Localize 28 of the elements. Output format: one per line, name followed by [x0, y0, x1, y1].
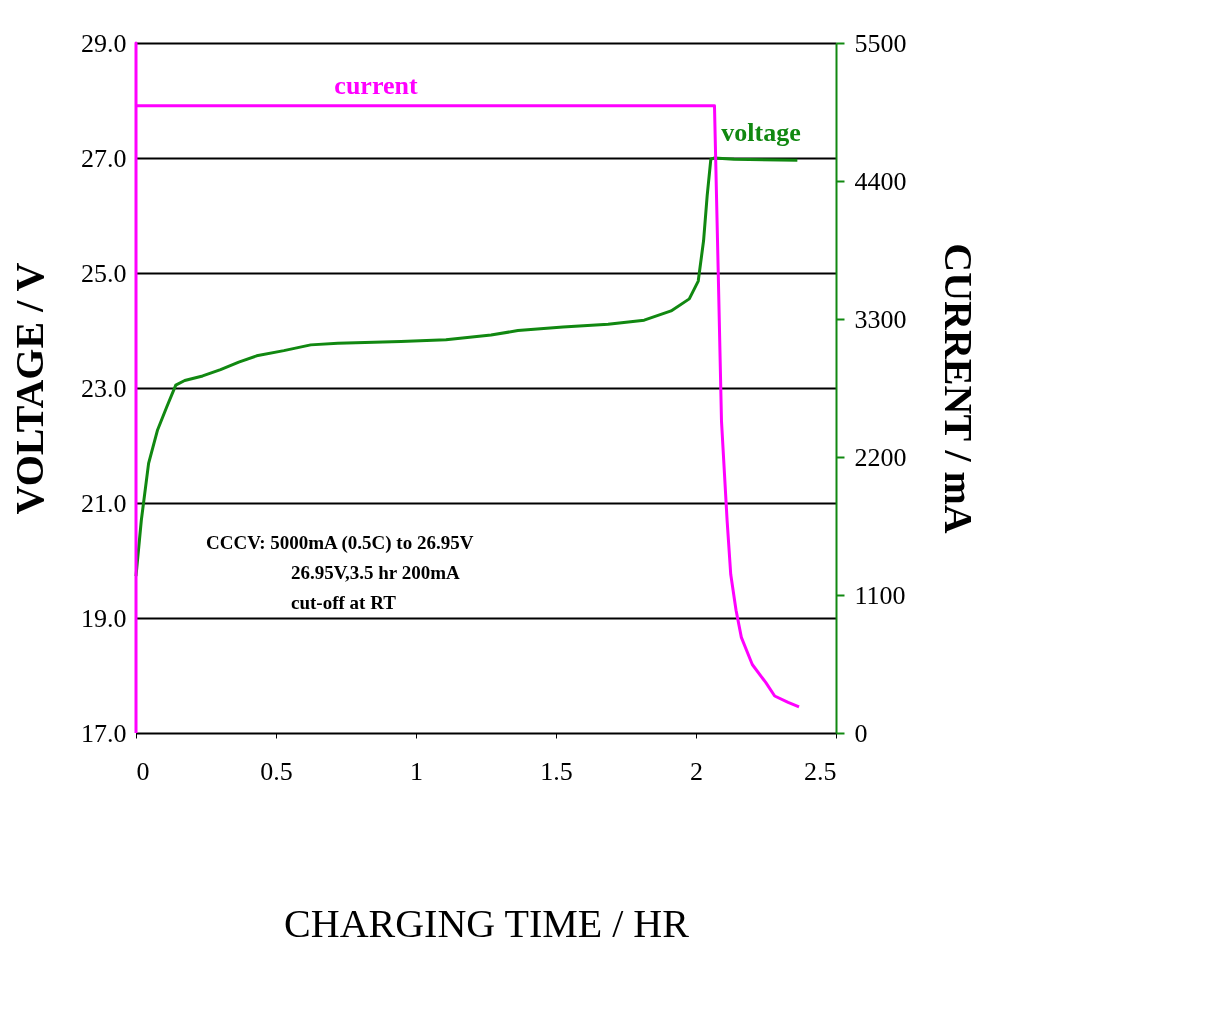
x-tick-label: 0.5: [260, 756, 293, 786]
y2-tick-label: 3300: [854, 304, 907, 334]
x-tick-label: 2: [690, 756, 703, 786]
annotation: cut-off at RT: [291, 592, 397, 613]
y-tick-label: 17.0: [81, 718, 127, 748]
y2-tick-label: 1100: [854, 580, 906, 610]
y-tick-label: 23.0: [81, 373, 127, 403]
line-series: [134, 41, 801, 735]
y-tick-label: 21.0: [81, 488, 127, 518]
y-tick-label: 19.0: [81, 603, 127, 633]
y-tick-label: 29.0: [81, 28, 127, 58]
series-label: voltage: [721, 118, 801, 147]
x-axis-title: CHARGING TIME / HR: [284, 900, 690, 946]
series-label: current: [334, 71, 418, 100]
annotation: CCCV: 5000mA (0.5C) to 26.95V: [206, 532, 474, 554]
x-tick-label: 1.5: [540, 756, 573, 786]
y2-tick-label: 4400: [854, 166, 907, 196]
x-tick-label: 1: [410, 756, 423, 786]
y2-tick-label: 2200: [854, 442, 907, 472]
x-tick-label: 2.5: [804, 756, 837, 786]
y-tick-label: 27.0: [81, 143, 127, 173]
x-tick-label: 0: [136, 756, 150, 786]
y2-tick-label: 0: [854, 718, 868, 748]
y-axis-title: VOLTAGE / V: [7, 262, 52, 515]
annotation: 26.95V,3.5 hr 200mA: [291, 562, 461, 583]
y2-axis-title: CURRENT / mA: [935, 243, 981, 534]
y2-tick-label: 5500: [854, 28, 907, 58]
y-tick-label: 25.0: [81, 258, 127, 288]
